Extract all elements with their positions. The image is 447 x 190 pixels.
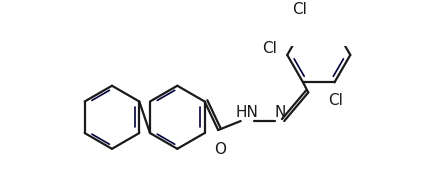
Text: Cl: Cl <box>292 2 308 17</box>
Text: O: O <box>214 142 226 157</box>
Text: N: N <box>274 105 286 120</box>
Text: Cl: Cl <box>262 41 277 56</box>
Text: HN: HN <box>235 105 258 120</box>
Text: Cl: Cl <box>329 93 343 108</box>
